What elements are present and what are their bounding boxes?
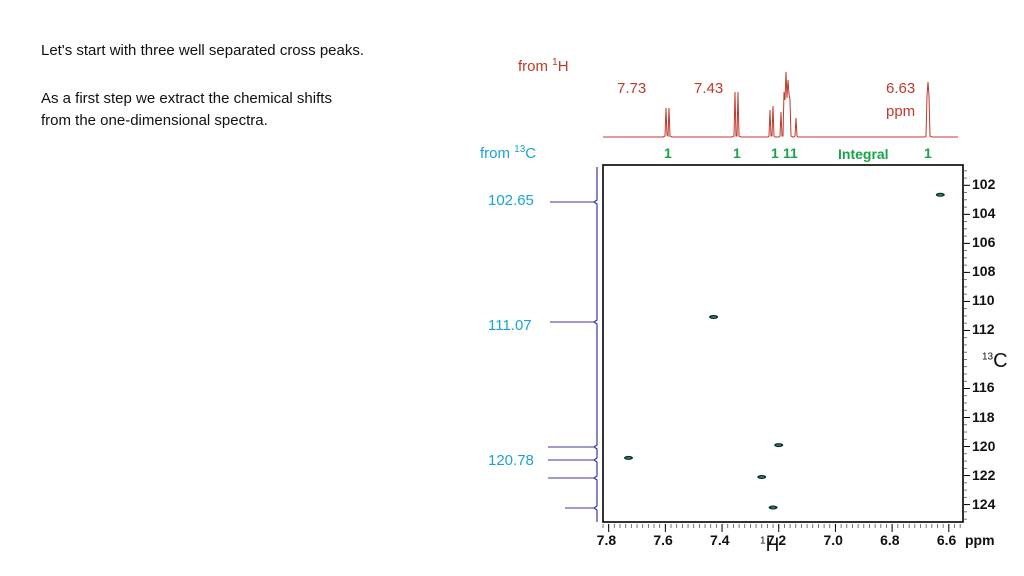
from-1h-prefix: from <box>518 58 553 75</box>
x-major-ticks <box>608 524 950 532</box>
carbon-shift-111-07: 111.07 <box>488 317 532 334</box>
from-1h-suffix: H <box>557 58 569 75</box>
from-13c-sup: 13 <box>514 144 526 155</box>
proton-shift-6-63: 6.63 <box>886 80 916 97</box>
y-tick-label: 116 <box>972 379 995 396</box>
cross-peak-core <box>759 476 765 479</box>
cross-peak-core <box>937 193 943 196</box>
carbon-shift-102-65: 102.65 <box>488 192 534 209</box>
x-axis-unit: ppm <box>965 532 995 548</box>
y-minor-ticks <box>964 170 967 520</box>
integral-value-1: 1 <box>664 145 672 161</box>
y-tick-label: 102 <box>972 176 996 193</box>
x-tick-label: 7.0 <box>823 532 843 548</box>
y-tick-label: 120 <box>972 437 996 454</box>
x-tick-label: 6.6 <box>936 532 957 548</box>
from-13c-prefix: from <box>480 145 515 162</box>
plot-frame <box>602 164 964 523</box>
y-axis-title: 13C <box>982 350 1008 373</box>
y-tick-label: 110 <box>972 292 995 309</box>
x-minor-ticks <box>602 524 961 528</box>
proton-shift-7-43: 7.43 <box>694 80 724 97</box>
x-tick-label: 7.2 <box>766 532 787 548</box>
y-tick-label: 104 <box>972 205 996 222</box>
y-tick-label: 124 <box>972 495 996 512</box>
y-tick-label: 106 <box>972 234 996 251</box>
proton-shift-7-73: 7.73 <box>617 80 647 97</box>
integral-value-5: 1 <box>924 145 932 161</box>
carbon-projection-lines <box>548 201 594 509</box>
carbon-shift-120-78: 120.78 <box>488 452 534 469</box>
cross-peak-core <box>770 506 776 509</box>
y-tick-label: 122 <box>972 466 996 483</box>
intro-line-3: from the one-dimensional spectra. <box>41 112 268 129</box>
y-axis-title-text: C <box>993 350 1008 372</box>
carbon-1d-spectrum-trace <box>592 167 598 522</box>
cross-peak-core <box>626 456 632 459</box>
x-tick-label: 7.8 <box>596 532 617 548</box>
proton-ppm-label: ppm <box>886 103 916 120</box>
proton-1d-spectrum-trace <box>603 71 958 138</box>
x-axis-title-sup: 1 <box>760 535 766 547</box>
x-axis-title: 1H <box>760 535 779 557</box>
from-13c-suffix: C <box>525 145 537 162</box>
x-axis-title-text: H <box>765 535 780 556</box>
integral-label: Integral <box>838 146 889 162</box>
intro-line-2: As a first step we extract the chemical … <box>41 90 332 107</box>
from-13c-label: from 13C <box>480 144 536 162</box>
cross-peak-core <box>711 315 717 318</box>
from-1h-sup: 1 <box>552 57 558 68</box>
x-tick-label: 7.4 <box>710 532 730 548</box>
x-tick-label: 7.6 <box>653 532 673 548</box>
y-tick-label: 108 <box>972 263 996 280</box>
intro-line-1: Let's start with three well separated cr… <box>41 42 365 59</box>
y-major-ticks <box>964 184 970 506</box>
from-1h-label: from 1H <box>518 57 569 75</box>
cross-peaks <box>624 192 945 510</box>
cross-peak-core <box>776 444 782 447</box>
integral-value-4: 11 <box>783 145 798 161</box>
integral-value-3: 1 <box>771 145 779 161</box>
integral-value-2: 1 <box>733 145 741 161</box>
y-tick-label: 112 <box>972 321 995 338</box>
y-axis-title-sup: 13 <box>982 351 994 363</box>
y-tick-label: 118 <box>972 408 995 425</box>
x-tick-label: 6.8 <box>880 532 900 548</box>
